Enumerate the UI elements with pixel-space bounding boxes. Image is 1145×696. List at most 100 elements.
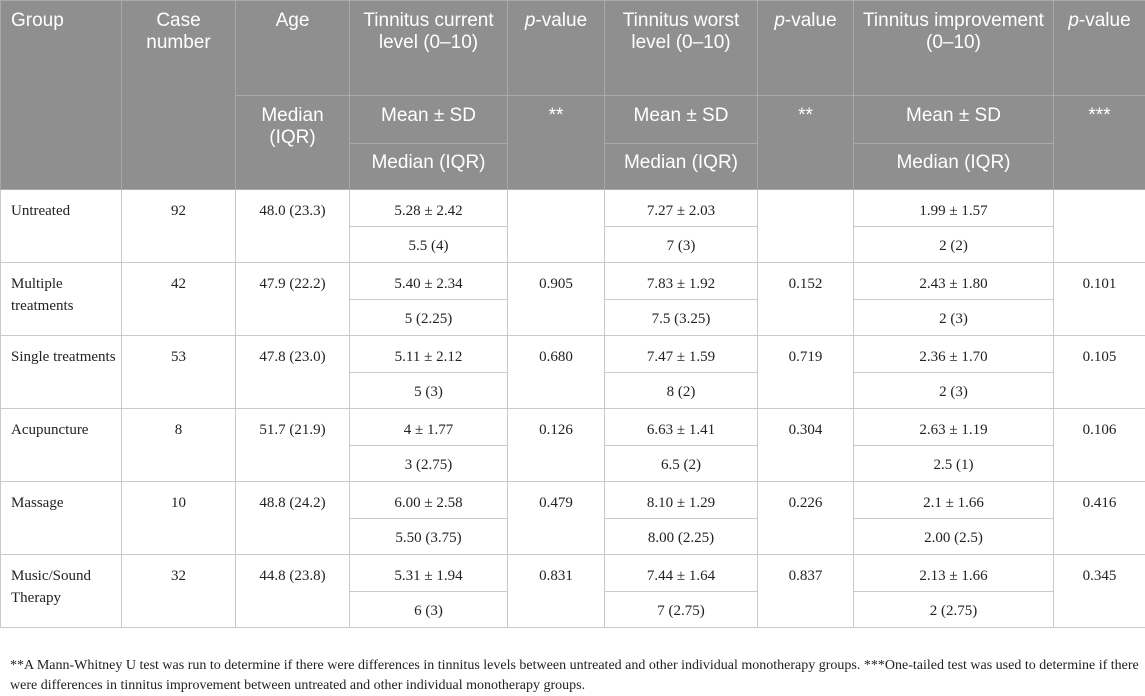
cell-worst-median: 6.5 (2) (604, 445, 758, 482)
cell-current-median: 3 (2.75) (349, 445, 508, 482)
cell-group: Acupuncture (0, 408, 122, 482)
subheader-p-worst-mark: ** (757, 95, 854, 190)
cell-improvement-median: 2 (2) (853, 226, 1054, 263)
subheader-worst-median: Median (IQR) (604, 143, 758, 190)
cell-improvement-mean: 1.99 ± 1.57 (853, 189, 1054, 227)
cell-age: 48.8 (24.2) (235, 481, 350, 555)
table-row: 5 (2.25) 7.5 (3.25) 2 (3) (1, 299, 1145, 336)
cell-current-mean: 5.28 ± 2.42 (349, 189, 508, 227)
subheader-current-median: Median (IQR) (349, 143, 508, 190)
cell-worst-median: 7 (3) (604, 226, 758, 263)
cell-current-mean: 5.11 ± 2.12 (349, 335, 508, 373)
cell-current-mean: 5.40 ± 2.34 (349, 262, 508, 300)
results-table: Group Case number Age Tinnitus current l… (0, 0, 1145, 628)
cell-p-worst: 0.837 (757, 554, 854, 628)
table-row: 5.50 (3.75) 8.00 (2.25) 2.00 (2.5) (1, 518, 1145, 555)
cell-p-improvement: 0.106 (1053, 408, 1145, 482)
table-row: Massage 10 48.8 (24.2) 6.00 ± 2.58 0.479… (0, 481, 1145, 555)
cell-improvement-mean: 2.43 ± 1.80 (853, 262, 1054, 300)
cell-worst-mean: 7.83 ± 1.92 (604, 262, 758, 300)
table-row: 3 (2.75) 6.5 (2) 2.5 (1) (1, 445, 1145, 482)
cell-case-number: 53 (121, 335, 236, 409)
cell-age: 47.8 (23.0) (235, 335, 350, 409)
table-footnote: **A Mann-Whitney U test was run to deter… (10, 658, 1139, 693)
cell-group: Untreated (0, 189, 122, 263)
cell-group: Music/Sound Therapy (0, 554, 122, 628)
cell-improvement-median: 2 (2.75) (853, 591, 1054, 628)
header-case-number: Case number (121, 0, 236, 190)
cell-p-improvement: 0.101 (1053, 262, 1145, 336)
cell-worst-median: 8 (2) (604, 372, 758, 409)
cell-p-current: 0.905 (507, 262, 605, 336)
cell-p-worst: 0.719 (757, 335, 854, 409)
header-worst-level: Tinnitus worst level (0–10) (604, 0, 758, 96)
cell-improvement-mean: 2.1 ± 1.66 (853, 481, 1054, 519)
cell-p-improvement: 0.416 (1053, 481, 1145, 555)
cell-p-improvement: 0.105 (1053, 335, 1145, 409)
cell-worst-mean: 7.27 ± 2.03 (604, 189, 758, 227)
cell-p-worst: 0.152 (757, 262, 854, 336)
cell-improvement-median: 2 (3) (853, 372, 1054, 409)
subheader-p-improvement-mark: *** (1053, 95, 1145, 190)
subheader-improvement-mean: Mean ± SD (853, 95, 1054, 144)
cell-current-median: 5.50 (3.75) (349, 518, 508, 555)
header-current-level: Tinnitus current level (0–10) (349, 0, 508, 96)
cell-worst-median: 7 (2.75) (604, 591, 758, 628)
table-row: Multiple treatments 42 47.9 (22.2) 5.40 … (0, 262, 1145, 336)
cell-worst-mean: 7.47 ± 1.59 (604, 335, 758, 373)
cell-improvement-median: 2 (3) (853, 299, 1054, 336)
table-row: 5 (3) 8 (2) 2 (3) (1, 372, 1145, 409)
cell-case-number: 10 (121, 481, 236, 555)
cell-current-median: 5 (3) (349, 372, 508, 409)
cell-case-number: 92 (121, 189, 236, 263)
table-row: Single treatments 53 47.8 (23.0) 5.11 ± … (0, 335, 1145, 409)
cell-p-improvement (1053, 189, 1145, 263)
table-row: Music/Sound Therapy 32 44.8 (23.8) 5.31 … (0, 554, 1145, 628)
cell-current-median: 6 (3) (349, 591, 508, 628)
cell-improvement-mean: 2.36 ± 1.70 (853, 335, 1054, 373)
cell-current-median: 5.5 (4) (349, 226, 508, 263)
cell-group: Massage (0, 481, 122, 555)
table-row: 5.5 (4) 7 (3) 2 (2) (1, 226, 1145, 263)
cell-improvement-mean: 2.13 ± 1.66 (853, 554, 1054, 592)
cell-current-mean: 6.00 ± 2.58 (349, 481, 508, 519)
header-p-value-current: p-value (507, 0, 605, 96)
cell-worst-median: 7.5 (3.25) (604, 299, 758, 336)
cell-age: 44.8 (23.8) (235, 554, 350, 628)
cell-p-current: 0.831 (507, 554, 605, 628)
cell-current-median: 5 (2.25) (349, 299, 508, 336)
header-age: Age (235, 0, 350, 96)
cell-group: Single treatments (0, 335, 122, 409)
subheader-age-median: Median (IQR) (235, 95, 350, 190)
cell-p-worst: 0.226 (757, 481, 854, 555)
subheader-p-current-mark: ** (507, 95, 605, 190)
subheader-current-mean: Mean ± SD (349, 95, 508, 144)
cell-p-improvement: 0.345 (1053, 554, 1145, 628)
cell-age: 47.9 (22.2) (235, 262, 350, 336)
subheader-improvement-median: Median (IQR) (853, 143, 1054, 190)
cell-current-mean: 5.31 ± 1.94 (349, 554, 508, 592)
cell-improvement-mean: 2.63 ± 1.19 (853, 408, 1054, 446)
cell-case-number: 32 (121, 554, 236, 628)
table-row: Acupuncture 8 51.7 (21.9) 4 ± 1.77 0.126… (0, 408, 1145, 482)
cell-group: Multiple treatments (0, 262, 122, 336)
subheader-worst-mean: Mean ± SD (604, 95, 758, 144)
cell-p-current: 0.680 (507, 335, 605, 409)
cell-p-worst: 0.304 (757, 408, 854, 482)
cell-p-current (507, 189, 605, 263)
header-p-value-worst: p-value (757, 0, 854, 96)
cell-worst-mean: 7.44 ± 1.64 (604, 554, 758, 592)
table-row: 6 (3) 7 (2.75) 2 (2.75) (1, 591, 1145, 628)
cell-p-current: 0.479 (507, 481, 605, 555)
cell-p-current: 0.126 (507, 408, 605, 482)
cell-age: 48.0 (23.3) (235, 189, 350, 263)
cell-age: 51.7 (21.9) (235, 408, 350, 482)
table-row: Untreated 92 48.0 (23.3) 5.28 ± 2.42 7.2… (0, 189, 1145, 263)
cell-worst-median: 8.00 (2.25) (604, 518, 758, 555)
header-improvement: Tinnitus improvement (0–10) (853, 0, 1054, 96)
cell-worst-mean: 6.63 ± 1.41 (604, 408, 758, 446)
cell-worst-mean: 8.10 ± 1.29 (604, 481, 758, 519)
cell-current-mean: 4 ± 1.77 (349, 408, 508, 446)
cell-case-number: 42 (121, 262, 236, 336)
cell-improvement-median: 2.00 (2.5) (853, 518, 1054, 555)
